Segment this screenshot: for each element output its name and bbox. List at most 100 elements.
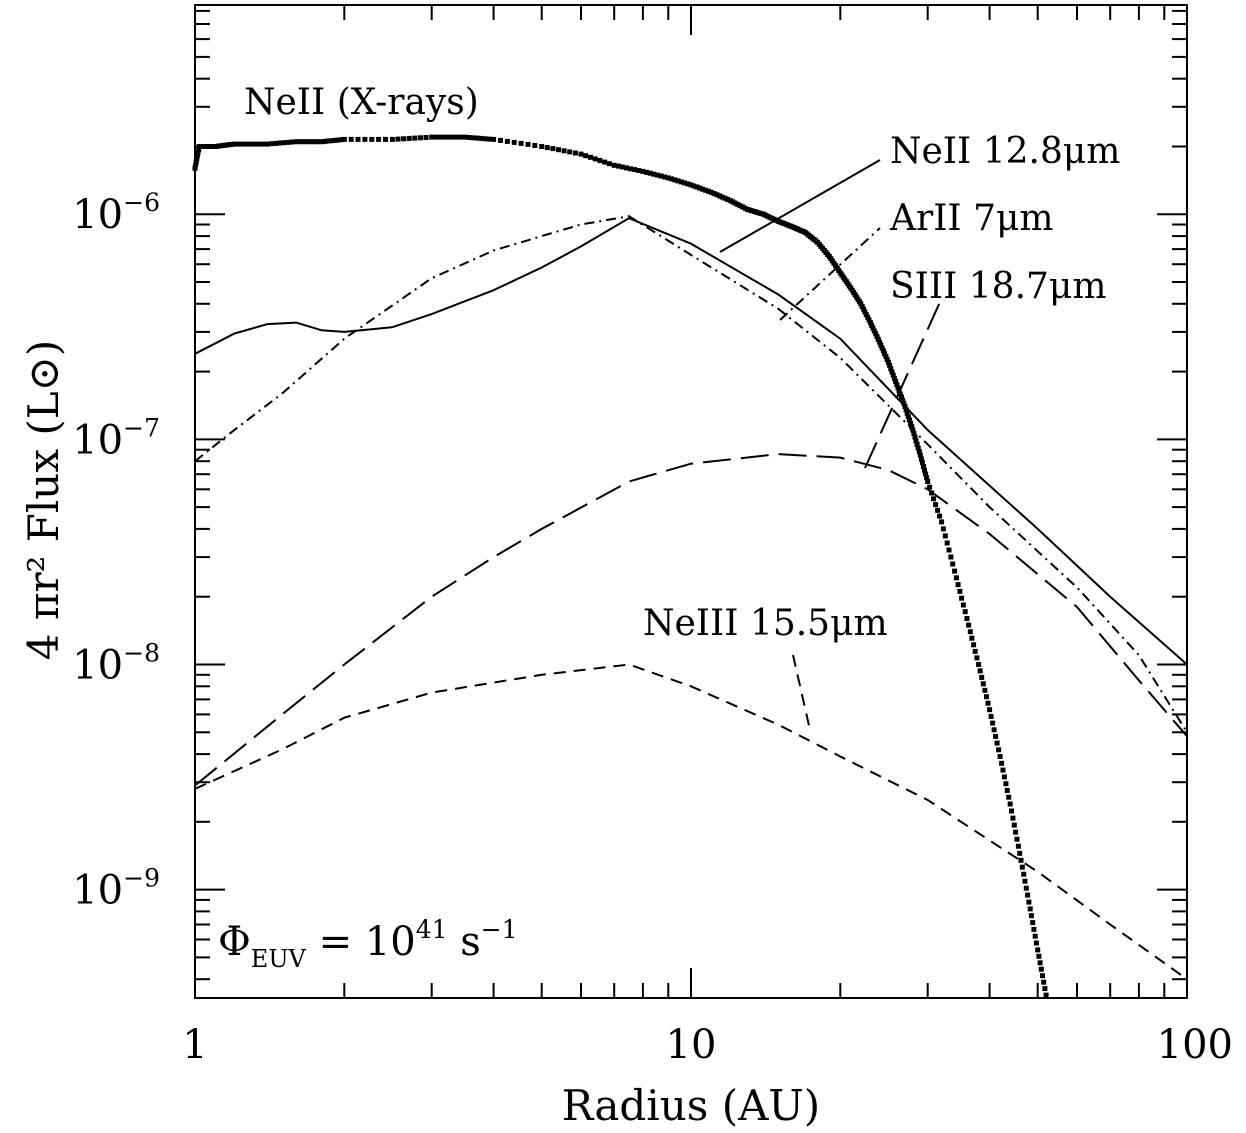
xray-point	[539, 144, 545, 149]
xray-point	[901, 400, 907, 406]
xray-point	[194, 153, 200, 159]
x-tick-label: 100	[1157, 1022, 1233, 1068]
xray-point	[915, 445, 921, 451]
xray-point	[878, 342, 884, 348]
xray-point	[921, 464, 926, 469]
xray-point	[997, 754, 1003, 759]
xray-point	[478, 135, 484, 141]
xray-point	[550, 146, 556, 152]
xray-point	[891, 375, 897, 381]
xray-point	[688, 182, 694, 188]
xray-point	[691, 183, 697, 189]
xray-point	[703, 187, 709, 193]
annotation-neii-xrays: NeII (X-rays)	[244, 82, 479, 123]
xray-point	[960, 602, 966, 608]
xray-point	[273, 140, 279, 146]
xray-point	[942, 533, 948, 539]
xray-point	[231, 141, 237, 147]
xray-point	[236, 141, 242, 147]
phi-subscript: EUV	[251, 945, 307, 973]
annotation-arii-7: ArII 7μm	[889, 198, 1054, 239]
xray-point	[908, 420, 914, 426]
xray-point	[583, 153, 589, 159]
xray-point	[301, 139, 306, 145]
xray-point	[315, 139, 321, 145]
xray-point	[341, 136, 347, 142]
xray-point	[903, 407, 909, 413]
xray-point	[289, 139, 295, 145]
axis-ticks	[194, 5, 1188, 998]
xray-point	[325, 138, 331, 144]
xray-point	[1003, 781, 1009, 787]
xray-point	[952, 568, 958, 574]
xray-point	[874, 334, 880, 340]
xray-point	[304, 139, 310, 145]
y-tick-exponent: −7	[123, 413, 160, 442]
xray-point	[628, 166, 634, 172]
xray-point	[682, 180, 687, 186]
xray-point	[417, 135, 423, 141]
xray-point	[311, 139, 317, 145]
xray-point	[269, 141, 275, 147]
formula-unit: s	[448, 919, 481, 965]
xray-point	[1041, 979, 1047, 985]
x-tick-label: 10	[666, 1022, 717, 1068]
xray-point	[226, 142, 232, 148]
xray-point	[328, 138, 334, 144]
xray-point	[452, 134, 458, 140]
xray-point	[917, 452, 923, 458]
xray-point	[395, 136, 401, 142]
xray-point	[658, 173, 664, 179]
xray-point	[700, 186, 706, 192]
xray-point	[1001, 774, 1007, 780]
y-tick-base: 10	[72, 417, 123, 463]
xray-point	[624, 165, 629, 171]
xray-point	[879, 345, 885, 351]
xray-point	[880, 348, 886, 354]
xray-point	[919, 460, 925, 466]
y-tick-label: 10−6	[72, 188, 160, 238]
xray-point	[897, 391, 903, 397]
xray-point	[376, 136, 382, 142]
y-tick-label: 10−8	[72, 639, 160, 689]
xray-point	[1043, 992, 1049, 998]
xray-point	[685, 181, 691, 187]
xray-point	[940, 526, 946, 532]
xray-point	[900, 397, 906, 403]
y-tick-exponent: −8	[123, 639, 160, 668]
x-tick-label: 1	[182, 1022, 207, 1068]
xray-point	[984, 694, 989, 700]
xray-point	[578, 151, 584, 157]
xray-point	[887, 363, 893, 368]
xray-point	[922, 467, 927, 473]
xray-point	[281, 140, 287, 146]
xray-point	[867, 320, 873, 326]
xray-point	[870, 325, 876, 331]
xray-point	[474, 135, 480, 141]
xray-point	[866, 317, 872, 323]
xray-point	[966, 622, 972, 628]
y-tick-label: 10−9	[72, 864, 160, 914]
xray-point	[865, 314, 871, 320]
xray-point	[611, 162, 617, 168]
xray-point	[194, 156, 200, 162]
xray-point	[665, 175, 671, 181]
xray-point	[678, 179, 684, 185]
xray-point	[293, 139, 299, 145]
annotation-neiii-15.5: NeIII 15.5μm	[643, 603, 888, 644]
xray-point	[1006, 794, 1012, 800]
xray-point	[567, 149, 573, 155]
xray-point	[1038, 966, 1044, 972]
xray-point	[890, 372, 896, 378]
xray-point	[1018, 857, 1024, 863]
xray-point	[223, 142, 229, 148]
xray-point	[1014, 836, 1020, 842]
series-siii-18-7-m	[194, 453, 1188, 787]
xray-point	[937, 513, 943, 519]
xray-point	[662, 174, 668, 180]
xray-point	[972, 648, 978, 654]
xray-point	[636, 168, 642, 173]
xray-point	[1021, 871, 1027, 877]
xray-point	[241, 141, 247, 147]
y-axis-title: 4 πr² Flux (L⊙)	[19, 340, 68, 660]
